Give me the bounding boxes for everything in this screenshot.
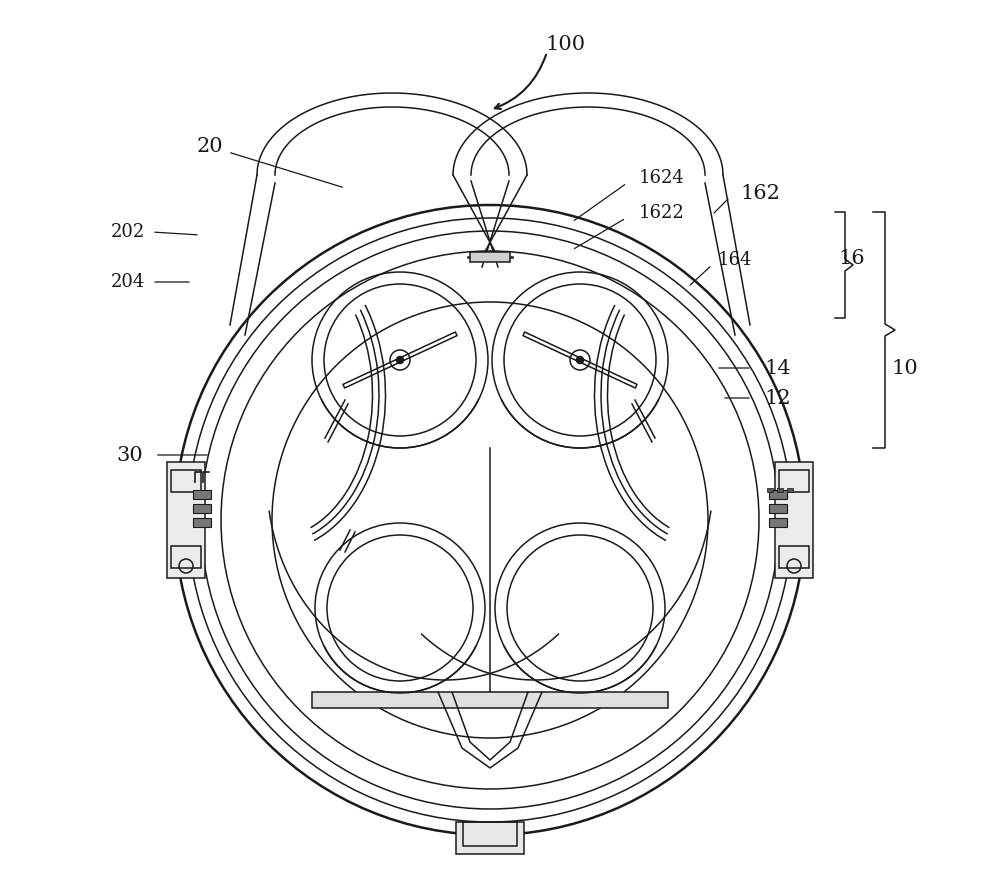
Text: 14: 14 [765, 358, 791, 378]
Bar [312, 692, 668, 708]
Bar [171, 470, 201, 492]
Bar [769, 490, 787, 499]
Bar [779, 470, 809, 492]
Circle shape [576, 357, 584, 364]
Text: 202: 202 [111, 223, 145, 241]
Bar [193, 490, 211, 499]
Bar [193, 518, 211, 527]
Bar [787, 488, 793, 492]
Bar [779, 546, 809, 568]
Bar [767, 488, 773, 492]
Bar [463, 822, 517, 846]
Bar [769, 518, 787, 527]
Text: 20: 20 [197, 137, 223, 155]
Text: 30: 30 [117, 446, 143, 465]
Text: 10: 10 [892, 358, 918, 378]
Text: 1624: 1624 [639, 169, 685, 187]
Text: 16: 16 [839, 249, 865, 268]
Text: 204: 204 [111, 273, 145, 291]
Text: 162: 162 [740, 183, 780, 202]
Circle shape [396, 357, 404, 364]
Bar [193, 504, 211, 513]
Bar [470, 252, 510, 262]
Text: 100: 100 [545, 35, 585, 53]
Text: 12: 12 [765, 389, 791, 407]
Bar [777, 488, 783, 492]
Bar [171, 546, 201, 568]
Bar [167, 462, 205, 578]
Text: 164: 164 [718, 251, 752, 269]
Bar [456, 822, 524, 854]
Text: 1622: 1622 [639, 204, 685, 222]
Bar [775, 462, 813, 578]
Bar [769, 504, 787, 513]
